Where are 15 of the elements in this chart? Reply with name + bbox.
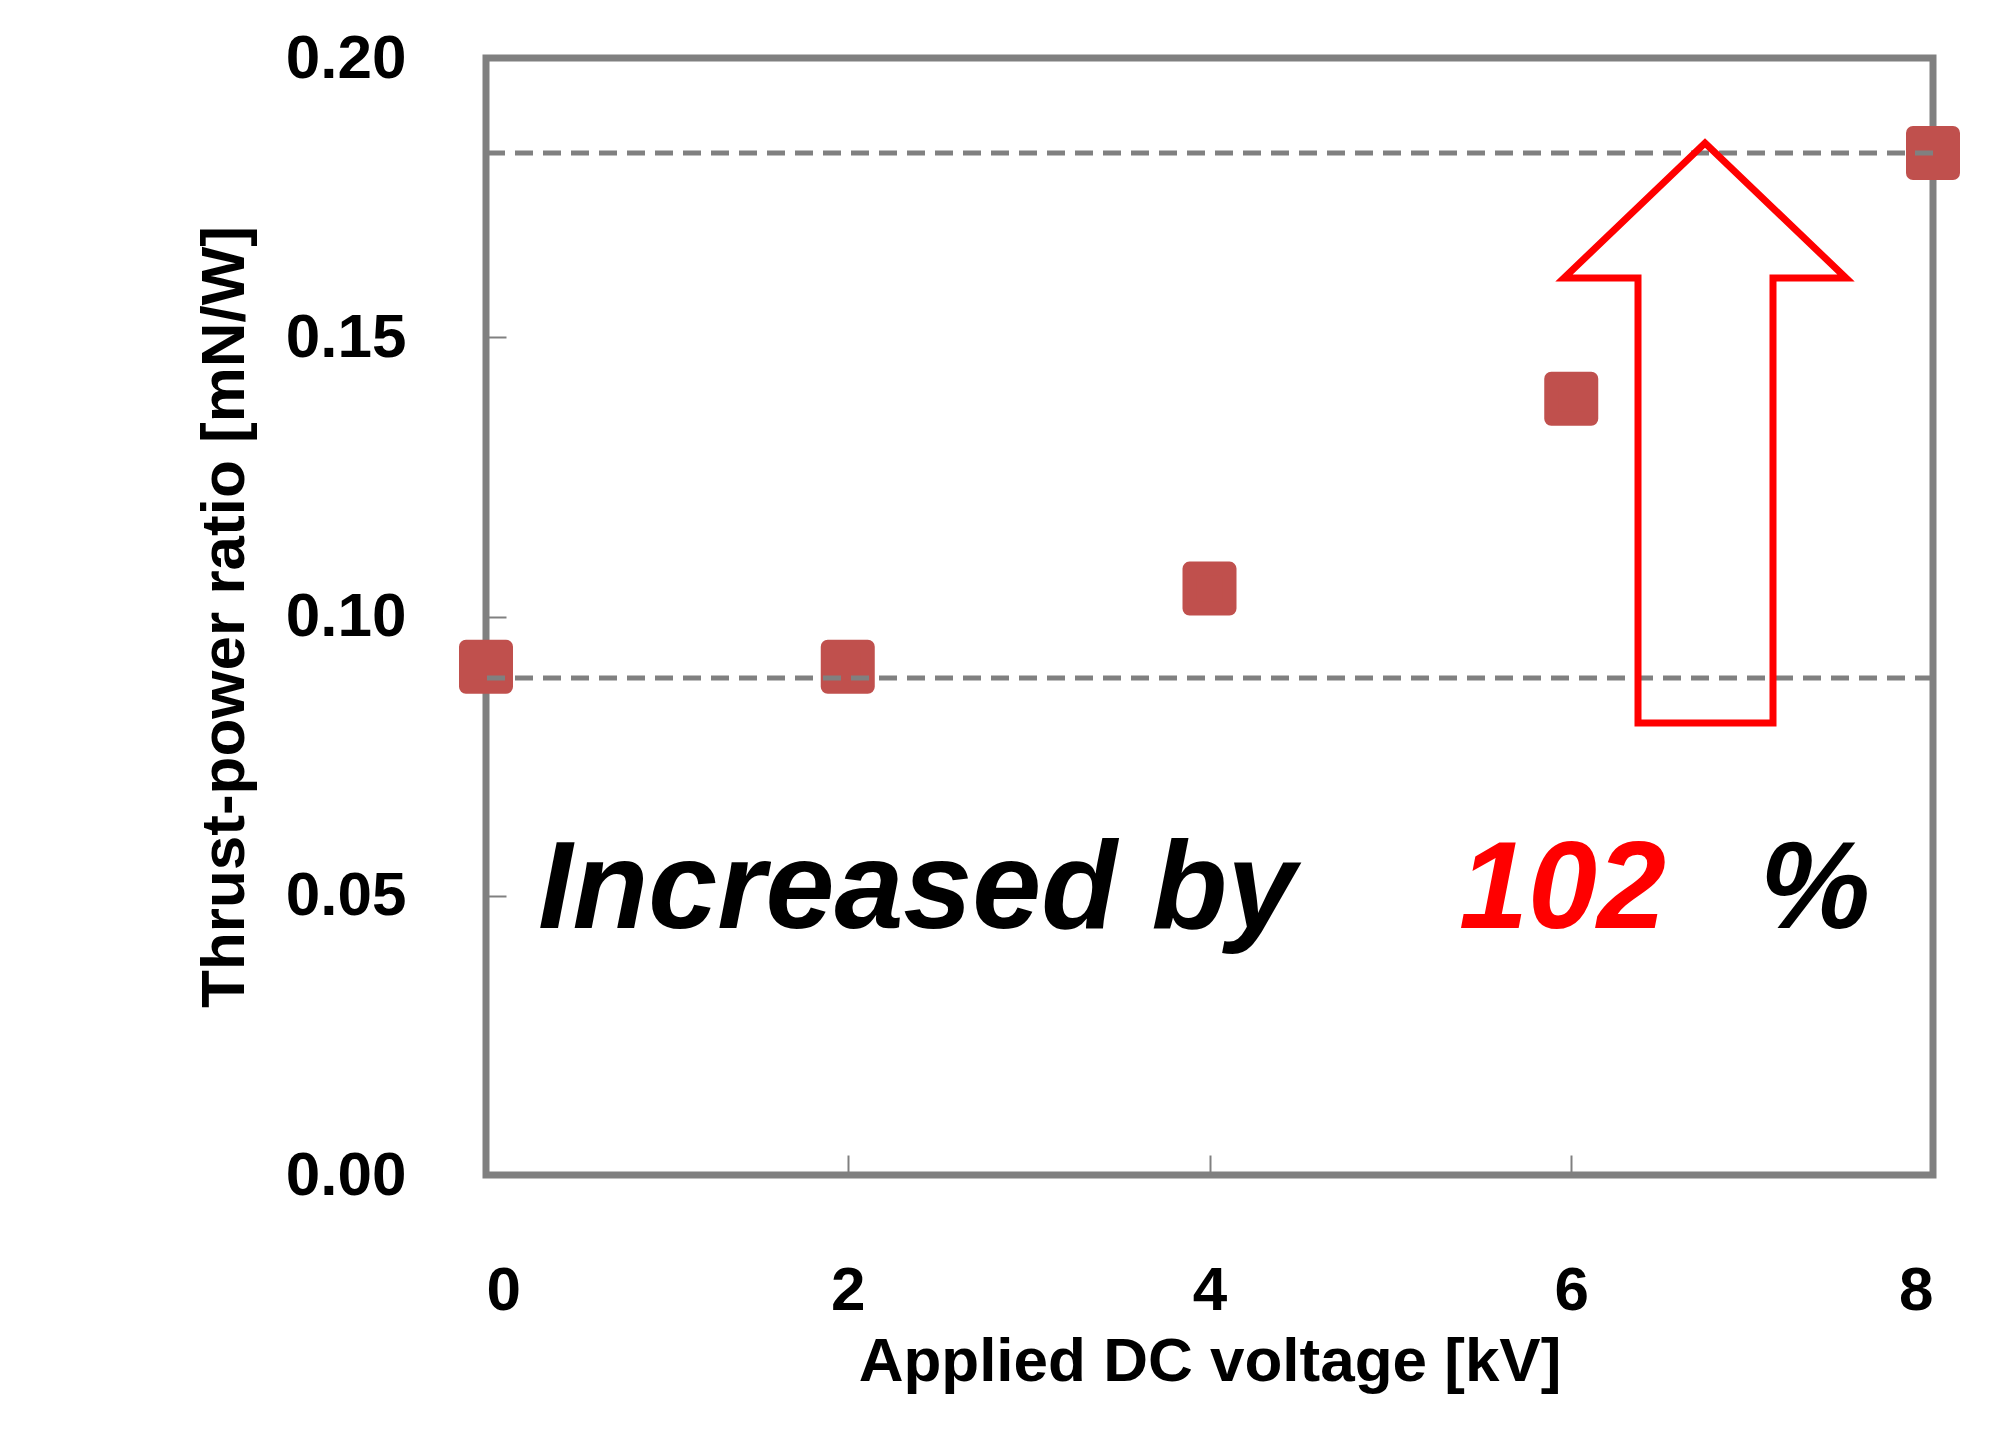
y-tick-label: 0.05 <box>285 859 407 929</box>
x-tick-label: 2 <box>831 1253 866 1323</box>
y-tick-label: 0.10 <box>285 580 407 649</box>
x-tick-label: 0 <box>486 1253 521 1323</box>
annotation: Increased by <box>538 816 1303 954</box>
x-tick-label: 8 <box>1899 1253 1934 1323</box>
y-tick-label: 0.15 <box>285 300 407 370</box>
x-axis-title: Applied DC voltage [kV] <box>858 1324 1562 1394</box>
x-tick-label: 4 <box>1192 1253 1228 1323</box>
annotation: 102 <box>1459 816 1666 954</box>
x-tick-label: 6 <box>1554 1253 1589 1323</box>
y-tick-label: 0.00 <box>285 1138 407 1208</box>
y-axis-title: Thrust-power ratio [mN/W] <box>187 226 257 1008</box>
annotation: % <box>1760 816 1871 954</box>
y-tick-label: 0.20 <box>285 21 407 91</box>
